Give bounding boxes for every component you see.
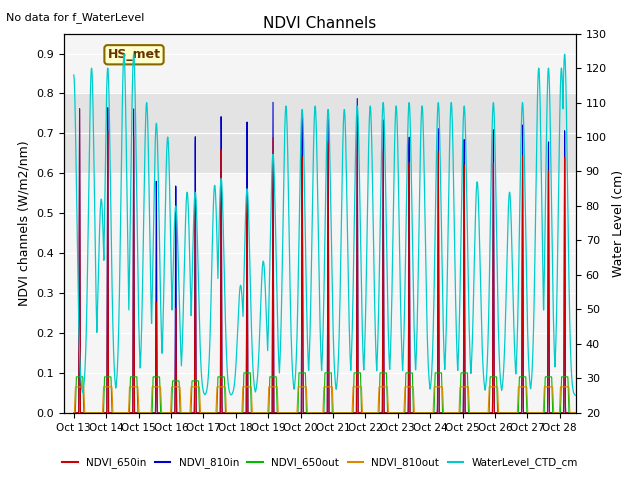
Text: No data for f_WaterLevel: No data for f_WaterLevel	[6, 12, 145, 23]
Bar	[64, 94, 576, 173]
Legend: NDVI_650in, NDVI_810in, NDVI_650out, NDVI_810out, WaterLevel_CTD_cm: NDVI_650in, NDVI_810in, NDVI_650out, NDV…	[58, 453, 582, 472]
Text: HS_met: HS_met	[108, 48, 161, 61]
Title: NDVI Channels: NDVI Channels	[264, 16, 376, 31]
Y-axis label: NDVI channels (W/m2/nm): NDVI channels (W/m2/nm)	[18, 140, 31, 306]
Y-axis label: Water Level (cm): Water Level (cm)	[612, 169, 625, 277]
